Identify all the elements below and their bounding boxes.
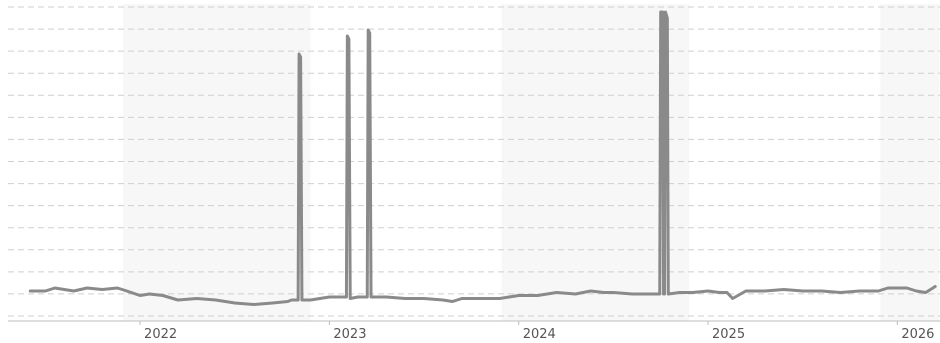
shaded-band-2 bbox=[880, 4, 939, 321]
series-line-0 bbox=[28, 10, 937, 306]
x-tick-label: 2023 bbox=[333, 327, 366, 342]
x-tick-label: 2026 bbox=[901, 327, 934, 342]
x-tick-label: 2022 bbox=[144, 327, 177, 342]
x-axis-ticks: 2022 2023 2024 2025 2026 bbox=[139, 321, 934, 342]
x-tick-label: 2024 bbox=[523, 327, 556, 342]
shaded-year-bands bbox=[123, 4, 939, 321]
shaded-band-1 bbox=[501, 4, 690, 321]
x-tick-label: 2025 bbox=[712, 327, 745, 342]
shaded-band-0 bbox=[123, 4, 311, 321]
gridlines bbox=[8, 6, 940, 317]
series-layer bbox=[28, 10, 937, 306]
